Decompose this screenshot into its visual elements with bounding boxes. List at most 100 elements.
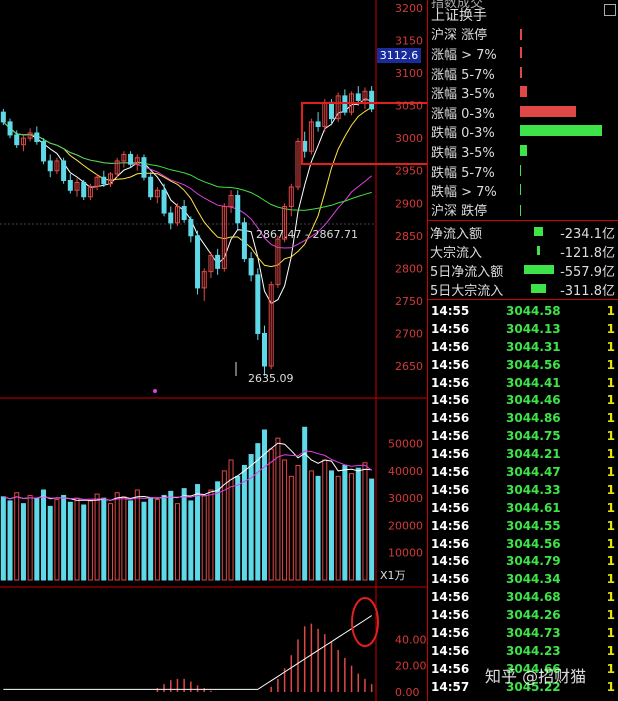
panel-title: 上证换手 — [431, 8, 487, 24]
volume-bar — [221, 470, 227, 581]
tick-price: 3044.33 — [506, 482, 561, 497]
volume-bar — [168, 490, 174, 581]
volume-bar — [195, 484, 201, 581]
candle-body — [107, 173, 113, 185]
price-tick-label: 2700 — [395, 327, 423, 340]
candle-body — [181, 206, 187, 221]
distribution-row: 跌幅 0-3% — [428, 121, 618, 141]
volume-bar — [20, 503, 26, 581]
tick-row[interactable]: 14:56 3044.26 1 — [428, 606, 618, 624]
tick-row[interactable]: 14:56 3044.86 1 — [428, 409, 618, 427]
tick-row[interactable]: 14:56 3044.61 1 — [428, 499, 618, 517]
distribution-bar — [520, 86, 527, 98]
tick-price: 3044.55 — [506, 518, 561, 533]
tick-row[interactable]: 14:56 3044.33 1 — [428, 481, 618, 499]
distribution-label: 涨幅 0-3% — [431, 106, 495, 122]
candle-body — [54, 160, 60, 172]
ma5-line — [2, 98, 372, 305]
tick-volume: 1 — [606, 608, 615, 623]
candle-body — [27, 132, 33, 139]
tick-price: 3044.58 — [506, 304, 561, 318]
highlight-box — [301, 102, 427, 165]
distribution-row: 涨幅 0-3% — [428, 102, 618, 122]
volume-bar — [288, 475, 294, 581]
price-tick-label: 3150 — [395, 35, 423, 48]
tick-row[interactable]: 14:56 3044.55 1 — [428, 517, 618, 535]
candle-body — [20, 137, 26, 146]
volume-bar — [188, 500, 194, 581]
tick-volume: 1 — [606, 572, 615, 587]
panel-close-icon[interactable] — [604, 4, 616, 16]
candle-body — [188, 219, 194, 237]
tick-row[interactable]: 14:56 3044.73 1 — [428, 624, 618, 642]
volume-bar — [308, 470, 314, 581]
tick-price: 3044.26 — [506, 608, 561, 623]
volume-bar — [235, 475, 241, 581]
tick-row[interactable]: 14:56 3044.21 1 — [428, 445, 618, 463]
tick-time: 14:56 — [431, 411, 470, 426]
flow-value: -234.1亿 — [560, 227, 615, 242]
volume-bar — [262, 429, 268, 581]
distribution-bar — [520, 145, 527, 156]
tick-price: 3044.75 — [506, 429, 561, 444]
candle-body — [241, 222, 247, 260]
kline-chart[interactable]: 50000 40000 30000 20000 10000 40.00 20.00 0.00… — [0, 0, 427, 701]
tick-row[interactable]: 14:56 3044.47 1 — [428, 463, 618, 481]
price-axis: 3200 3150 3100 3050 3000 2950 2900 2850 2800 2750… — [395, 2, 423, 373]
distribution-row: 跌幅 > 7% — [428, 180, 618, 200]
volume-bar — [81, 504, 87, 581]
tick-price: 3044.73 — [506, 626, 561, 641]
tick-time: 14:56 — [431, 626, 470, 641]
tick-time: 14:56 — [431, 482, 470, 497]
candle-body — [369, 90, 375, 110]
candle-body — [154, 189, 160, 198]
tick-volume: 1 — [606, 590, 615, 605]
candle-body — [362, 90, 368, 101]
tick-row[interactable]: 14:56 3044.66 1 — [428, 660, 618, 678]
volume-bar — [315, 475, 321, 581]
tick-price: 3044.31 — [506, 339, 561, 354]
price-tick-label: 3100 — [395, 67, 423, 80]
tick-row[interactable]: 14:56 3044.56 1 — [428, 356, 618, 374]
candle-body — [134, 157, 140, 165]
tick-row[interactable]: 14:56 3044.13 1 — [428, 320, 618, 338]
tick-row[interactable]: 14:56 3044.75 1 — [428, 427, 618, 445]
tick-time: 14:56 — [431, 393, 470, 408]
tick-row[interactable]: 14:55 3044.58 1 — [428, 302, 618, 320]
tick-time: 14:57 — [431, 679, 470, 694]
tick-list[interactable]: 14:55 3044.58 1 14:56 3044.13 1 14:56 3044.31 1 1… — [428, 302, 618, 696]
tick-row[interactable]: 14:56 3044.31 1 — [428, 338, 618, 356]
volume-bar — [355, 467, 361, 581]
candle-body — [288, 186, 294, 208]
tick-row[interactable]: 14:56 3044.68 1 — [428, 588, 618, 606]
volume-bar — [335, 475, 341, 581]
volume-bar — [228, 459, 234, 581]
volume-tick-label: 20000 — [388, 519, 423, 532]
candle-body — [7, 121, 13, 136]
tick-row[interactable]: 14:56 3044.56 1 — [428, 535, 618, 553]
tick-row[interactable]: 14:56 3044.23 1 — [428, 642, 618, 660]
candle-body — [121, 153, 127, 162]
candle-body — [114, 160, 120, 175]
limit-up-label: 沪深 涨停 — [431, 28, 488, 43]
tick-row[interactable]: 14:56 3044.46 1 — [428, 391, 618, 409]
candle-body — [74, 181, 80, 191]
tick-volume: 1 — [606, 679, 615, 694]
price-tick-label: 2850 — [395, 230, 423, 243]
tick-time: 14:56 — [431, 554, 470, 569]
tick-row[interactable]: 14:56 3044.41 1 — [428, 374, 618, 392]
volume-tick-label: 30000 — [388, 492, 423, 505]
tick-row[interactable]: 14:57 3045.22 1 — [428, 678, 618, 696]
distribution-bar — [520, 164, 521, 176]
chart-frame — [0, 0, 427, 701]
price-tick-label: 2900 — [395, 197, 423, 210]
macd-tick-label: 20.00 — [395, 660, 427, 673]
tick-row[interactable]: 14:56 3044.34 1 — [428, 570, 618, 588]
candle-body — [148, 176, 154, 198]
tick-row[interactable]: 14:56 3044.79 1 — [428, 552, 618, 570]
tick-time: 14:56 — [431, 429, 470, 444]
flow-bar — [533, 227, 543, 236]
flow-row: 净流入额 -234.1亿 — [428, 222, 618, 242]
volume-bar — [161, 494, 167, 581]
flow-label: 大宗流入 — [430, 246, 483, 261]
